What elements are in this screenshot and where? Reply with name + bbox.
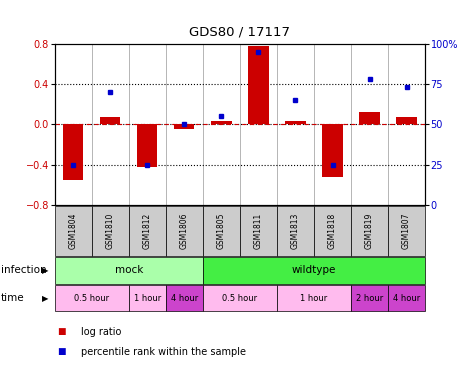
Text: infection: infection xyxy=(1,265,47,276)
Bar xyxy=(63,124,83,180)
Bar xyxy=(211,122,231,124)
Bar xyxy=(248,46,268,124)
Bar xyxy=(203,285,277,311)
Text: GSM1812: GSM1812 xyxy=(143,213,152,249)
Bar xyxy=(55,285,129,311)
Bar xyxy=(388,206,425,256)
Text: GSM1805: GSM1805 xyxy=(217,213,226,249)
Text: GSM1804: GSM1804 xyxy=(69,213,77,249)
Text: mock: mock xyxy=(114,265,143,276)
Bar xyxy=(277,285,351,311)
Bar xyxy=(100,117,120,124)
Bar xyxy=(285,122,305,124)
Bar xyxy=(55,257,203,284)
Text: 0.5 hour: 0.5 hour xyxy=(222,294,257,303)
Bar xyxy=(388,285,425,311)
Text: GSM1818: GSM1818 xyxy=(328,213,337,249)
Text: 1 hour: 1 hour xyxy=(300,294,328,303)
Text: GSM1811: GSM1811 xyxy=(254,213,263,249)
Text: GDS80 / 17117: GDS80 / 17117 xyxy=(190,25,290,38)
Text: GSM1810: GSM1810 xyxy=(106,213,114,249)
Bar xyxy=(129,285,166,311)
Text: 2 hour: 2 hour xyxy=(356,294,383,303)
Text: 4 hour: 4 hour xyxy=(171,294,198,303)
Bar xyxy=(137,124,157,167)
Bar xyxy=(397,117,417,124)
Bar xyxy=(323,124,342,177)
Text: percentile rank within the sample: percentile rank within the sample xyxy=(81,347,246,357)
Text: ■: ■ xyxy=(57,327,66,336)
Text: log ratio: log ratio xyxy=(81,326,121,337)
Text: wildtype: wildtype xyxy=(292,265,336,276)
Text: 1 hour: 1 hour xyxy=(133,294,161,303)
Text: time: time xyxy=(1,293,25,303)
Text: 0.5 hour: 0.5 hour xyxy=(74,294,109,303)
Text: GSM1807: GSM1807 xyxy=(402,213,411,249)
Text: 4 hour: 4 hour xyxy=(393,294,420,303)
Bar xyxy=(203,257,425,284)
Bar xyxy=(314,206,351,256)
Bar xyxy=(360,112,380,124)
Bar xyxy=(55,206,92,256)
Bar xyxy=(166,206,203,256)
Bar xyxy=(92,206,129,256)
Bar xyxy=(277,206,314,256)
Text: GSM1819: GSM1819 xyxy=(365,213,374,249)
Bar xyxy=(174,124,194,130)
Bar xyxy=(351,206,388,256)
Bar xyxy=(351,285,388,311)
Text: ▶: ▶ xyxy=(42,294,49,303)
Bar xyxy=(240,206,277,256)
Bar xyxy=(129,206,166,256)
Bar xyxy=(166,285,203,311)
Text: GSM1813: GSM1813 xyxy=(291,213,300,249)
Bar xyxy=(203,206,240,256)
Text: ▶: ▶ xyxy=(42,266,49,275)
Text: ■: ■ xyxy=(57,347,66,356)
Text: GSM1806: GSM1806 xyxy=(180,213,189,249)
